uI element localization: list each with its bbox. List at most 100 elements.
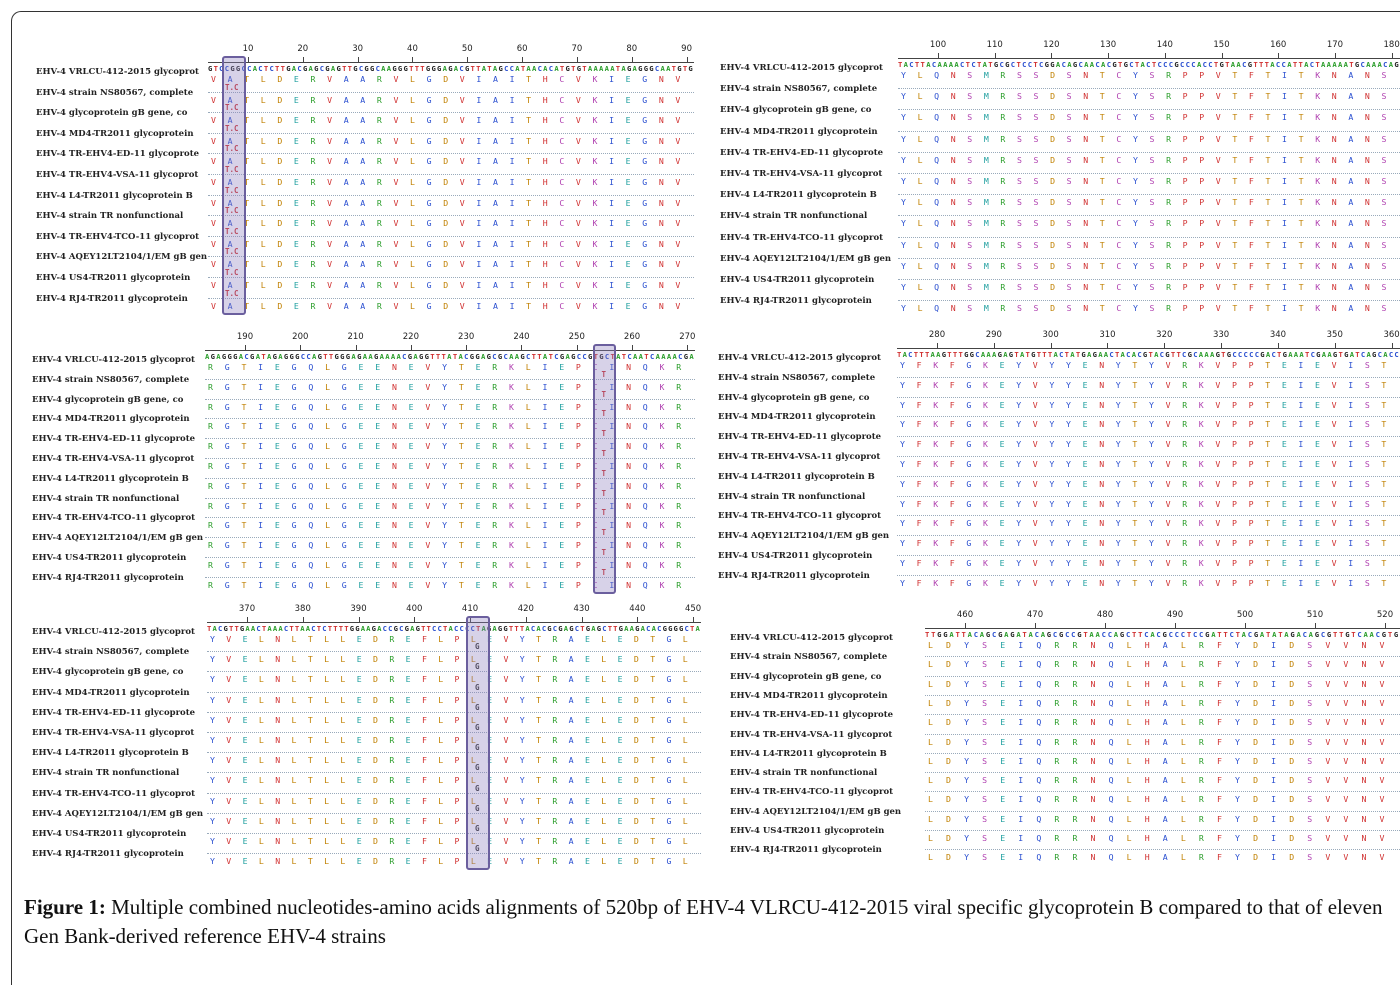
strain-name: EHV-4 TR-EHV4-VSA-11 glycoprot	[720, 169, 883, 179]
variant-marker: T	[601, 409, 607, 419]
ruler-tick-label: 150	[1213, 40, 1230, 50]
identity-dots	[208, 91, 694, 93]
variant-marker: T.C	[225, 165, 239, 174]
ruler-line	[898, 58, 1400, 59]
identity-dots	[208, 277, 694, 278]
figure-caption: Figure 1: Multiple combined nucleotides-…	[24, 893, 1390, 951]
ruler-tick-label: 60	[516, 44, 528, 54]
strain-name: EHV-4 RJ4-TR2011 glycoprotein	[718, 570, 870, 581]
strain-name: EHV-4 VRLCU-412-2015 glycoprot	[718, 353, 881, 363]
strain-name: EHV-4 TR-EHV4-ED-11 glycoprote	[718, 432, 882, 443]
strain-name: EHV-4 AQEY12LT2104/1/EM gB gen	[32, 533, 204, 544]
ruler-tick-label: 280	[928, 330, 946, 340]
identity-dots	[897, 376, 1400, 378]
strain-name: EHV-4 strain NS80567, complete	[36, 87, 194, 98]
identity-dots	[207, 772, 701, 774]
ruler-tick	[466, 345, 468, 351]
identity-dots	[925, 810, 1400, 812]
figure-label: Figure 1:	[24, 895, 106, 919]
strain-name: EHV-4 TR-EHV4-ED-11 glycoprote	[730, 710, 894, 721]
ruler-tick-label: 180	[1383, 40, 1400, 50]
ruler-tick	[412, 57, 414, 63]
identity-dots	[207, 651, 701, 653]
variant-marker: G	[475, 743, 480, 753]
ruler-tick	[937, 343, 938, 349]
position-ruler: 370 380 390 400 410 420 430 440 450	[207, 604, 701, 624]
ruler-tick	[1175, 623, 1176, 629]
variant-marker: T.C	[225, 247, 239, 257]
strain-name: EHV-4 L4-TR2011 glycoprotein B	[730, 748, 887, 759]
ruler-tick-label: 370	[238, 604, 256, 614]
variant-marker: T.C	[225, 123, 239, 133]
variant-marker: T.C	[225, 206, 239, 216]
ruler-line	[897, 348, 1400, 349]
ruler-tick	[1035, 623, 1036, 629]
strain-name: EHV-4 TR-EHV4-VSA-11 glycoprot	[730, 729, 893, 740]
ruler-tick	[994, 53, 996, 59]
variant-marker: T.C	[225, 185, 239, 195]
identity-dots	[898, 279, 1400, 280]
ruler-tick-label: 240	[513, 332, 530, 342]
ruler-tick-label: 30	[352, 44, 364, 54]
identity-dots	[207, 752, 701, 754]
ruler-tick-label: 470	[1026, 610, 1044, 620]
identity-dots	[205, 398, 695, 400]
ruler-tick-label: 50	[461, 44, 473, 54]
ruler-tick	[576, 57, 578, 63]
ruler-tick	[631, 57, 633, 63]
identity-dots	[925, 714, 1400, 716]
identity-dots	[898, 151, 1400, 153]
strain-name: EHV-4 AQEY12LT2104/1/EM gB gen	[730, 806, 902, 817]
ruler-tick	[1277, 343, 1279, 349]
position-ruler: 190 200 210 220 230 240 250 260 270	[205, 332, 695, 352]
ruler-tick	[302, 57, 304, 63]
ruler-tick	[1164, 53, 1166, 59]
strain-name: EHV-4 AQEY12LT2104/1/EM gB gen	[36, 252, 208, 263]
strain-name: EHV-4 AQEY12LT2104/1/EM gB gen	[720, 253, 892, 264]
ruler-tick	[302, 617, 304, 623]
strain-name: EHV-4 TR-EHV4-ED-11 glycoprote	[36, 149, 200, 160]
strain-name: EHV-4 glycoprotein gB gene, co	[730, 671, 882, 682]
ruler-tick-label: 460	[956, 610, 974, 620]
ruler-tick	[1050, 343, 1052, 349]
strain-name: EHV-4 VRLCU-412-2015 glycoprot	[720, 63, 883, 73]
identity-dots	[205, 438, 695, 440]
identity-dots	[208, 297, 694, 299]
strain-name: EHV-4 TR-EHV4-VSA-11 glycoprot	[32, 454, 195, 464]
strain-name: EHV-4 strain TR nonfunctional	[36, 211, 184, 222]
identity-dots	[898, 88, 1400, 90]
identity-dots	[897, 475, 1400, 477]
ruler-tick-label: 250	[568, 332, 585, 342]
variant-highlight-box	[593, 344, 616, 594]
identity-dots	[898, 300, 1400, 302]
identity-dots	[207, 853, 701, 855]
strain-name: EHV-4 US4-TR2011 glycoprotein	[720, 275, 875, 285]
strain-name: EHV-4 VRLCU-412-2015 glycoprot	[36, 67, 199, 77]
variant-marker: T	[601, 567, 607, 577]
